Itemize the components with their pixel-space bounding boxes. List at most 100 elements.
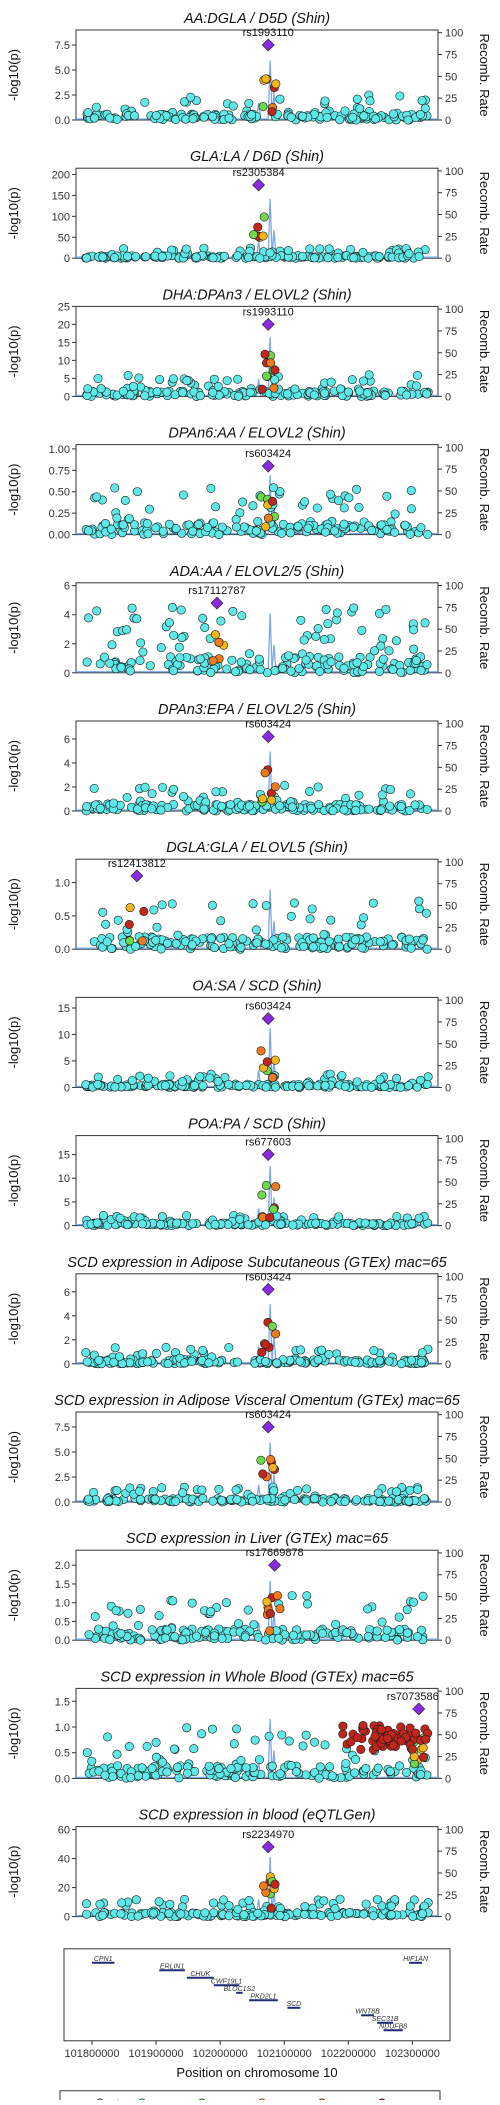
snp-point bbox=[317, 1345, 327, 1355]
snp-point bbox=[405, 1901, 415, 1911]
snp-point bbox=[333, 252, 343, 262]
right-tick-label: 75 bbox=[445, 741, 457, 753]
snp-point bbox=[352, 94, 362, 104]
right-tick-label: 25 bbox=[445, 1337, 457, 1349]
y-tick-label: 15 bbox=[58, 1003, 70, 1015]
snp-point bbox=[214, 530, 224, 540]
snp-point bbox=[160, 1081, 170, 1091]
snp-point bbox=[414, 896, 424, 906]
snp-point-ld bbox=[257, 1190, 267, 1200]
snp-point bbox=[396, 802, 406, 812]
snp-point bbox=[248, 899, 258, 909]
snp-point bbox=[402, 1628, 412, 1638]
snp-point bbox=[294, 1082, 304, 1092]
snp-point-ld bbox=[270, 1055, 280, 1065]
snp-point bbox=[392, 1073, 402, 1083]
y-tick-label: 0 bbox=[64, 1082, 70, 1094]
snp-point bbox=[302, 1591, 312, 1601]
snp-point bbox=[302, 1630, 312, 1640]
snp-point bbox=[249, 1620, 259, 1630]
panel-title: GLA:LA / D6D (Shin) bbox=[190, 149, 324, 165]
snp-point-ld bbox=[266, 1903, 276, 1913]
snp-point bbox=[82, 1748, 92, 1758]
snp-point bbox=[416, 1357, 426, 1367]
snp-point bbox=[239, 522, 249, 532]
snp-point bbox=[120, 495, 130, 505]
snp-point bbox=[359, 1909, 369, 1919]
y-tick-label: 1.0 bbox=[55, 878, 70, 890]
snp-point bbox=[147, 1625, 157, 1635]
snp-point bbox=[244, 649, 254, 659]
snp-point bbox=[408, 1911, 418, 1921]
snp-point bbox=[323, 253, 333, 263]
y-tick-label: 0 bbox=[64, 806, 70, 818]
y-tick-label: 6 bbox=[64, 1287, 70, 1299]
snp-point bbox=[314, 1773, 324, 1783]
right-tick-label: 75 bbox=[445, 1432, 457, 1444]
snp-point bbox=[127, 1076, 137, 1086]
snp-point bbox=[106, 524, 116, 534]
snp-point bbox=[235, 1214, 245, 1224]
snp-point bbox=[209, 1631, 219, 1641]
snp-point bbox=[112, 114, 122, 124]
snp-point bbox=[182, 1768, 192, 1778]
snp-point bbox=[156, 944, 166, 954]
snp-point bbox=[359, 662, 369, 672]
snp-point bbox=[186, 92, 196, 102]
snp-point bbox=[156, 1219, 166, 1229]
right-tick-label: 25 bbox=[445, 1613, 457, 1625]
snp-point bbox=[422, 389, 432, 399]
y-tick-label: 1.5 bbox=[55, 1696, 70, 1708]
snp-point bbox=[339, 805, 349, 815]
snp-point bbox=[176, 1909, 186, 1919]
snp-point bbox=[423, 1072, 433, 1082]
y-tick-label: 60 bbox=[58, 1825, 70, 1837]
snp-point bbox=[292, 1908, 302, 1918]
snp-point bbox=[244, 98, 254, 108]
snp-point bbox=[89, 783, 99, 793]
y-tick-label: 0.00 bbox=[49, 530, 70, 542]
snp-point bbox=[83, 526, 93, 536]
lead-snp-label: rs12413812 bbox=[108, 858, 166, 870]
right-tick-label: 50 bbox=[445, 901, 457, 913]
snp-point bbox=[178, 490, 188, 500]
snp-point-ld bbox=[272, 1591, 282, 1601]
snp-point bbox=[348, 522, 358, 532]
snp-point bbox=[308, 1910, 318, 1920]
snp-point bbox=[416, 1625, 426, 1635]
panel-4: ADA:AA / ELOVL2/5 (Shin) 0 2 4 6 -log10(p) 0 25… bbox=[6, 564, 492, 680]
snp-point bbox=[354, 502, 364, 512]
snp-point bbox=[392, 1487, 402, 1497]
snp-point bbox=[197, 1729, 207, 1739]
snp-point bbox=[300, 1909, 310, 1919]
snp-point bbox=[165, 1071, 175, 1081]
snp-point bbox=[388, 664, 398, 674]
snp-point bbox=[182, 376, 192, 386]
gene-label: CPN1 bbox=[94, 1956, 113, 1963]
snp-point-ld bbox=[258, 794, 268, 804]
snp-point-ld bbox=[346, 1737, 356, 1747]
snp-point bbox=[209, 518, 219, 528]
y-tick-label: 0.0 bbox=[55, 115, 70, 127]
snp-point bbox=[108, 1772, 118, 1782]
snp-point bbox=[103, 1732, 113, 1742]
snp-point bbox=[240, 1632, 250, 1642]
snp-point bbox=[342, 1628, 352, 1638]
panel-title: SCD expression in Liver (GTEx) mac=65 bbox=[126, 1531, 389, 1547]
y-tick-label: 25 bbox=[58, 301, 70, 313]
y-tick-label: 2 bbox=[64, 639, 70, 651]
right-tick-label: 75 bbox=[445, 50, 457, 62]
y-tick-label: 0.5 bbox=[55, 911, 70, 923]
snp-point bbox=[250, 1735, 260, 1745]
right-axis-label: Recomb. Rate bbox=[477, 1139, 492, 1222]
snp-point bbox=[363, 1604, 373, 1614]
snp-point bbox=[163, 1359, 173, 1369]
snp-point bbox=[330, 526, 340, 536]
snp-point bbox=[248, 501, 258, 511]
snp-point bbox=[91, 102, 101, 112]
snp-point bbox=[339, 503, 349, 513]
snp-point bbox=[241, 1763, 251, 1773]
y-axis-label: -log10(p) bbox=[6, 1293, 21, 1345]
right-tick-label: 0 bbox=[445, 253, 451, 265]
